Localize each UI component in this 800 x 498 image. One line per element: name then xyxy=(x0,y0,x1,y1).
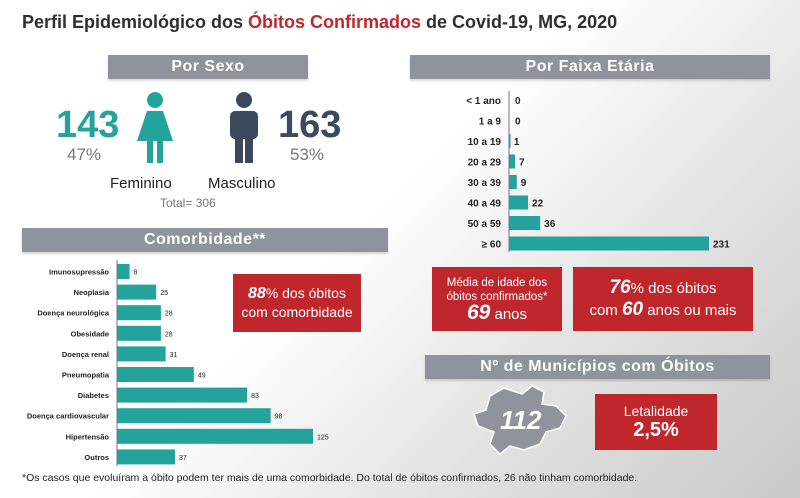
over60-text1: % dos óbitos xyxy=(630,280,717,297)
female-label: Feminino xyxy=(110,175,172,192)
age-label-30-a-39: 30 a 39 xyxy=(468,178,502,189)
age-value-10-a-19: 1 xyxy=(514,137,520,148)
comorbidity-bar-obesidade xyxy=(117,325,161,341)
letalidade-label: Letalidade xyxy=(623,402,689,419)
comorbidity-bar-doenca-cardiovascular xyxy=(117,408,271,424)
age-bar-10-a-19 xyxy=(509,134,511,148)
age-label-60: ≥ 60 xyxy=(482,240,502,251)
comorbidity-value-pneumopatia: 49 xyxy=(198,373,206,380)
age-bar-60 xyxy=(509,236,709,251)
comorbidity-callout-text2: com comorbidade xyxy=(241,304,353,320)
comorbidity-label-doenca-renal: Doença renal xyxy=(62,350,109,359)
letalidade-value: 2,5% xyxy=(633,418,679,441)
age-bar-50-a-59 xyxy=(509,216,541,230)
male-label: Masculino xyxy=(208,175,276,192)
title-part2: de Covid-19, MG, 2020 xyxy=(421,12,618,32)
comorbidity-label-outros: Outros xyxy=(84,453,109,462)
age-value-40-a-49: 22 xyxy=(532,199,544,210)
mean-age-callout: Média de idade dos óbitos confirmados* 6… xyxy=(432,267,562,331)
age-label-40-a-49: 40 a 49 xyxy=(468,199,502,210)
female-icon xyxy=(137,92,173,163)
female-pct: 47% xyxy=(67,145,102,164)
municipios-count: 112 xyxy=(500,405,542,435)
comorbidity-callout-text1: % dos óbitos xyxy=(265,285,346,301)
comorbidity-value-doenca-renal: 31 xyxy=(170,352,178,359)
age-label-10-a-19: 10 a 19 xyxy=(468,137,502,148)
page-title: Perfil Epidemiológico dos Óbitos Confirm… xyxy=(22,12,617,33)
age-label-20-a-29: 20 a 29 xyxy=(468,158,502,169)
comorbidity-bar-diabetes xyxy=(117,387,248,403)
over60-pct: 76 xyxy=(609,277,631,298)
comorbidity-label-obesidade: Obesidade xyxy=(71,329,109,338)
age-value-1-a-9: 0 xyxy=(515,117,521,128)
comorbidity-value-doenca-cardiovascular: 98 xyxy=(275,414,283,421)
over60-callout: 76% dos óbitos com 60 anos ou mais xyxy=(573,267,753,331)
mg-map-icon xyxy=(473,385,567,456)
age-label-1-a-9: 1 a 9 xyxy=(479,117,502,128)
comorbidity-bar-outros xyxy=(117,449,176,465)
comorbidity-bar-doenca-renal xyxy=(117,346,166,362)
footnote: *Os casos que evoluíram a óbito podem te… xyxy=(22,472,638,484)
mean-age-line2: óbitos confirmados* xyxy=(446,291,548,303)
age-label-1-ano: < 1 ano xyxy=(466,96,501,107)
comorbidity-callout-number: 88 xyxy=(248,285,266,302)
age-value-30-a-39: 9 xyxy=(521,178,527,189)
faixa-header: Por Faixa Etária xyxy=(410,55,770,79)
comorbidity-value-imunosupressao: 8 xyxy=(134,270,138,277)
age-value-60: 231 xyxy=(713,240,730,251)
comorbidity-value-outros: 37 xyxy=(179,455,187,462)
comorbidade-header: Comorbidade** xyxy=(22,228,388,252)
comorbidity-value-diabetes: 83 xyxy=(251,393,259,400)
title-part1: Perfil Epidemiológico dos xyxy=(22,12,249,32)
comorbidity-bar-doenca-neurologica xyxy=(117,305,161,321)
age-bar-20-a-29 xyxy=(509,154,516,169)
comorbidity-bar-pneumopatia xyxy=(117,367,194,382)
male-icon xyxy=(230,92,258,163)
total-text: Total= 306 xyxy=(160,196,216,210)
mean-age-unit: anos xyxy=(490,306,528,323)
over60-age: 60 xyxy=(621,299,644,320)
title-highlight: Óbitos Confirmados xyxy=(248,12,422,32)
comorbidity-chart: Imunosupressão 8 Neoplasia 25 Doença neuroló… xyxy=(27,260,329,466)
comorbidity-label-hipertensao: Hipertensão xyxy=(66,432,110,441)
age-value-50-a-59: 36 xyxy=(544,219,556,230)
age-chart: < 1 ano 0 1 a 9 0 10 a 19 1 20 a 29 7 30 a 39 9 40… xyxy=(466,91,730,252)
age-value-1-ano: 0 xyxy=(515,96,521,107)
comorbidity-label-doenca-neurologica: Doença neurológica xyxy=(37,309,110,318)
age-bar-40-a-49 xyxy=(509,195,529,210)
comorbidity-bar-neoplasia xyxy=(117,284,157,300)
over60-text2: anos ou mais xyxy=(643,302,737,319)
comorbidity-bar-imunosupressao xyxy=(117,264,130,279)
over60-pre2: com xyxy=(589,302,622,319)
comorbidity-label-diabetes: Diabetes xyxy=(78,391,109,400)
comorbidity-label-pneumopatia: Pneumopatia xyxy=(62,371,110,380)
male-count: 163 xyxy=(278,104,342,146)
mean-age-number: 69 xyxy=(466,301,491,324)
comorbidity-label-imunosupressao: Imunosupressão xyxy=(49,268,109,277)
mean-age-line1: Média de idade dos xyxy=(446,277,548,289)
age-label-50-a-59: 50 a 59 xyxy=(468,219,502,230)
comorbidity-bar-hipertensao xyxy=(117,428,313,444)
comorbidity-value-neoplasia: 25 xyxy=(160,290,168,297)
comorbidity-label-doenca-cardiovascular: Doença cardiovascular xyxy=(27,412,109,421)
sexo-header: Por Sexo xyxy=(108,55,308,79)
male-pct: 53% xyxy=(290,145,325,164)
age-bar-30-a-39 xyxy=(509,175,517,189)
municipios-header: Nº de Municípios com Óbitos xyxy=(425,355,770,379)
comorbidity-callout: 88% dos óbitos com comorbidade xyxy=(233,274,361,332)
letalidade-callout: Letalidade 2,5% xyxy=(595,394,717,450)
comorbidity-value-hipertensao: 125 xyxy=(317,434,329,441)
comorbidity-label-neoplasia: Neoplasia xyxy=(74,288,110,297)
comorbidity-value-obesidade: 28 xyxy=(165,331,173,338)
comorbidity-value-doenca-neurologica: 28 xyxy=(165,311,173,318)
age-value-20-a-29: 7 xyxy=(519,158,525,169)
female-count: 143 xyxy=(56,104,120,146)
